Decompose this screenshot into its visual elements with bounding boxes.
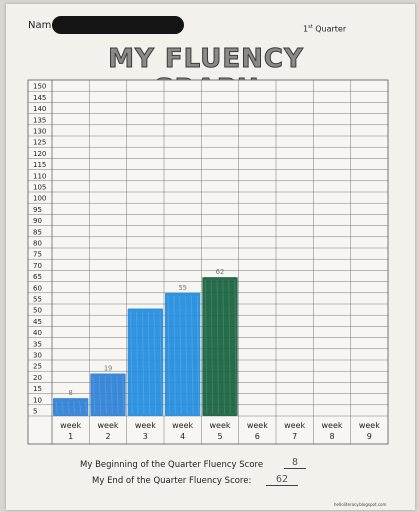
bar-value-label: 62: [216, 268, 224, 276]
y-tick-label: 5: [33, 408, 37, 416]
y-tick-label: 45: [33, 318, 42, 326]
y-tick-label: 15: [33, 385, 42, 393]
bar-texture-stroke: [67, 401, 70, 415]
x-tick-label-word: week: [321, 421, 342, 430]
y-tick-label: 110: [33, 172, 46, 180]
bar-texture-stroke: [98, 376, 102, 415]
bar-week-1: [53, 398, 89, 416]
bar-texture-stroke: [136, 311, 139, 415]
x-tick-label-word: week: [209, 421, 230, 430]
x-tick-label-number: 3: [143, 432, 148, 441]
y-tick-label: 20: [33, 374, 42, 382]
bar-texture-stroke: [216, 280, 220, 415]
x-tick-label-number: 1: [68, 432, 73, 441]
bar-texture-stroke: [185, 295, 188, 415]
y-tick-label: 90: [33, 217, 42, 225]
y-tick-label: 10: [33, 396, 42, 404]
y-tick-label: 60: [33, 284, 42, 292]
x-tick-label-number: 2: [105, 432, 110, 441]
y-tick-label: 150: [33, 83, 46, 91]
y-tick-label: 40: [33, 329, 42, 337]
bar-texture-stroke: [173, 295, 176, 415]
y-tick-label: 130: [33, 128, 46, 136]
x-tick-label-word: week: [60, 421, 81, 430]
x-tick-label-number: 6: [255, 432, 260, 441]
y-tick-label: 65: [33, 273, 42, 281]
bar-texture-stroke: [190, 295, 194, 415]
beginning-score-label: My Beginning of the Quarter Fluency Scor…: [80, 460, 264, 470]
y-tick-label: 135: [33, 116, 46, 124]
bar-texture-stroke: [179, 295, 182, 415]
y-tick-label: 105: [33, 184, 46, 192]
bar-texture-stroke: [196, 295, 200, 415]
x-tick-label-number: 5: [217, 432, 222, 441]
name-redaction: [52, 16, 184, 34]
bar-value-label: 55: [178, 284, 186, 292]
bar-value-label: 8: [69, 389, 73, 397]
bar-texture-stroke: [122, 376, 125, 415]
y-tick-label: 75: [33, 251, 42, 259]
y-tick-label: 80: [33, 240, 42, 248]
x-tick-label-word: week: [135, 421, 156, 430]
bar-value-label: 19: [104, 364, 112, 372]
bar-week-2: [90, 373, 126, 416]
x-tick-label-word: week: [247, 421, 268, 430]
y-tick-label: 30: [33, 352, 42, 360]
quarter-ordinal-suffix: st: [308, 24, 313, 30]
bar-texture-stroke: [147, 311, 151, 415]
bar-texture-stroke: [228, 280, 231, 415]
quarter-ordinal-number: 1: [303, 24, 309, 34]
bar-texture-stroke: [210, 280, 214, 415]
bar-texture-stroke: [234, 280, 237, 415]
bar-texture-stroke: [153, 311, 157, 415]
y-tick-label: 50: [33, 307, 42, 315]
bar-texture-stroke: [167, 295, 170, 415]
y-tick-label: 125: [33, 139, 46, 147]
end-score-value: 62: [266, 474, 298, 486]
bar-texture-stroke: [61, 401, 64, 415]
x-tick-label-word: week: [284, 421, 305, 430]
credit-text: helloliteracy.blogspot.com: [334, 502, 387, 507]
bar-texture-stroke: [159, 311, 162, 415]
quarter-label: 1st Quarter: [303, 24, 346, 34]
bar-week-4: [165, 292, 201, 416]
x-tick-label-number: 4: [180, 432, 185, 441]
bar-texture-stroke: [204, 280, 208, 415]
y-tick-label: 120: [33, 150, 46, 158]
bar-week-3: [127, 308, 163, 416]
x-tick-label-word: week: [97, 421, 118, 430]
bar-texture-stroke: [73, 401, 76, 415]
bar-texture-stroke: [55, 401, 58, 415]
y-tick-label: 35: [33, 340, 42, 348]
quarter-word: Quarter: [315, 24, 347, 34]
x-tick-label-number: 7: [292, 432, 297, 441]
bar-texture-stroke: [78, 401, 82, 415]
y-tick-label: 70: [33, 262, 42, 270]
y-tick-label: 115: [33, 161, 46, 169]
y-tick-label: 140: [33, 105, 46, 113]
bar-texture-stroke: [84, 401, 88, 415]
name-label: Name: [28, 20, 58, 31]
x-tick-label-word: week: [359, 421, 380, 430]
y-tick-label: 55: [33, 296, 42, 304]
beginning-score-value: 8: [284, 457, 306, 469]
y-tick-label: 25: [33, 363, 42, 371]
bar-texture-stroke: [141, 311, 145, 415]
bar-texture-stroke: [110, 376, 113, 415]
bar-texture-stroke: [130, 311, 133, 415]
x-tick-label-word: week: [172, 421, 193, 430]
bar-texture-stroke: [222, 280, 225, 415]
bar-texture-stroke: [104, 376, 108, 415]
x-tick-label-number: 9: [367, 432, 372, 441]
y-tick-label: 100: [33, 195, 46, 203]
y-tick-label: 85: [33, 228, 42, 236]
bar-week-5: [202, 277, 238, 416]
bar-texture-stroke: [92, 376, 96, 415]
y-tick-label: 95: [33, 206, 42, 214]
end-score-label: My End of the Quarter Fluency Score:: [92, 476, 252, 486]
y-tick-label: 145: [33, 94, 46, 102]
x-tick-label-number: 8: [329, 432, 334, 441]
bar-texture-stroke: [116, 376, 119, 415]
